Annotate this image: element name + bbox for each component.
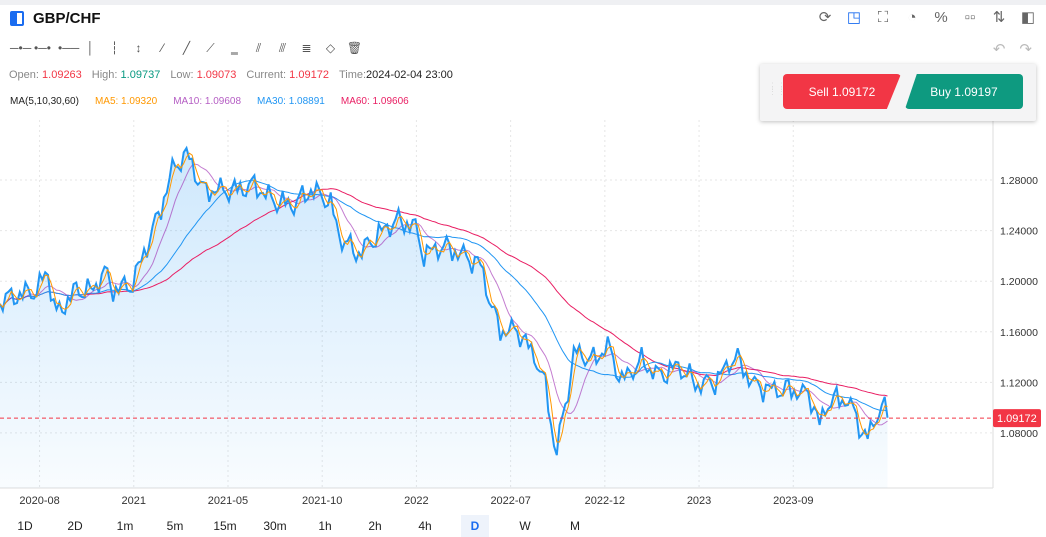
ma-legend: MA(5,10,30,60) MA5: 1.09320 MA10: 1.0960…: [10, 96, 409, 107]
horizontal-ray-icon[interactable]: ─•─: [10, 41, 32, 55]
vertical-ray-icon[interactable]: │: [86, 41, 95, 55]
current-price-label: 1.09172: [997, 413, 1037, 425]
close-area: [0, 148, 888, 488]
x-tick-label: 2021-10: [302, 495, 342, 507]
time-value: 2024-02-04 23:00: [366, 69, 453, 81]
period-selector: 1D 2D 1m 5m 15m 30m 1h 2h 4h D W M: [0, 515, 600, 537]
x-tick-label: 2020-08: [19, 495, 59, 507]
ma-label: MA(5,10,30,60): [10, 96, 79, 107]
grid-layout-icon[interactable]: ▫▫: [964, 9, 976, 26]
ma10-line: [0, 163, 888, 426]
percent-icon[interactable]: %: [934, 9, 948, 26]
ray-icon[interactable]: ⁄: [161, 41, 164, 55]
period-1h[interactable]: 1h: [318, 519, 332, 533]
panel-toggle-icon[interactable]: ◧: [1020, 9, 1036, 26]
x-tick-label: 2021: [122, 495, 146, 507]
pie-chart-icon[interactable]: ◔: [907, 9, 917, 26]
buy-button[interactable]: Buy 1.09197: [905, 74, 1023, 109]
period-30m[interactable]: 30m: [263, 519, 287, 533]
price-line-icon[interactable]: ‗: [231, 41, 238, 55]
y-tick-label: 1.24000: [1000, 226, 1038, 238]
current-info: Current: 1.09172: [246, 69, 329, 81]
high-label: High:: [91, 69, 121, 81]
ma60-value: MA60: 1.09606: [340, 96, 409, 107]
period-2D[interactable]: 2D: [67, 519, 83, 533]
period-M[interactable]: M: [570, 519, 580, 533]
period-15m[interactable]: 15m: [213, 519, 237, 533]
eraser-icon[interactable]: ◇: [325, 41, 336, 55]
top-right-toolbar: ⟳ ◳ ⛶ ◔ % ▫▫ ⇅ ◧: [817, 9, 1036, 27]
period-1m[interactable]: 1m: [116, 519, 134, 533]
straight-line-icon[interactable]: ⟋: [206, 41, 215, 55]
horizontal-line-icon[interactable]: •──: [58, 41, 80, 55]
trash-icon[interactable]: 🗑: [346, 41, 363, 55]
fibonacci-icon[interactable]: ≣: [301, 41, 312, 55]
vertical-line-icon[interactable]: ↕: [135, 41, 142, 55]
time-info: Time:2024-02-04 23:00: [339, 69, 453, 81]
current-price-badge: [993, 409, 1041, 428]
open-label: Open:: [9, 69, 43, 81]
parallel-lines-icon[interactable]: ⫽: [255, 41, 262, 55]
current-label: Current:: [246, 69, 290, 81]
indicator-board-icon[interactable]: ⛶: [877, 9, 889, 26]
open-info: Open: 1.09263: [9, 69, 82, 81]
segment-icon[interactable]: ╱: [182, 41, 191, 55]
drawing-toolbar: ─•─ •─• •── │ ┆ ↕ ⁄ ╱ ⟋ ‗ ⫽ ⫻ ≣ ◇ 🗑: [10, 39, 363, 57]
y-tick-label: 1.16000: [1000, 327, 1038, 339]
sort-icon[interactable]: ⇅: [992, 9, 1006, 26]
period-4h[interactable]: 4h: [418, 519, 432, 533]
y-tick-label: 1.08000: [1000, 428, 1038, 440]
symbol-title: GBP/CHF: [33, 10, 101, 27]
y-tick-label: 1.28000: [1000, 175, 1038, 187]
price-chart[interactable]: 1.28000 1.24000 1.20000 1.16000 1.12000 1.080…: [0, 120, 1046, 515]
period-5m[interactable]: 5m: [166, 519, 184, 533]
ma30-value: MA30: 1.08891: [257, 96, 325, 107]
low-value: 1.09073: [196, 69, 237, 81]
low-label: Low:: [170, 69, 197, 81]
ohlc-info: Open: 1.09263 High: 1.09737 Low: 1.09073…: [9, 69, 453, 81]
redo-icon[interactable]: ↷: [1019, 41, 1032, 58]
trade-panel: ⋮⋮ ⋮⋮ Sell 1.09172 Buy 1.09197: [760, 64, 1036, 121]
refresh-icon[interactable]: ⟳: [818, 9, 832, 26]
period-W[interactable]: W: [519, 519, 531, 533]
sidebar-toggle-icon[interactable]: [10, 11, 24, 26]
top-strip: [0, 0, 1046, 5]
open-value: 1.09263: [42, 69, 82, 81]
symbol-header: GBP/CHF: [10, 10, 101, 27]
period-1D[interactable]: 1D: [17, 519, 33, 533]
ma10-value: MA10: 1.09608: [173, 96, 242, 107]
history-controls: ↶ ↷: [993, 40, 1032, 58]
ma5-value: MA5: 1.09320: [94, 96, 158, 107]
y-tick-label: 1.12000: [1000, 377, 1038, 389]
high-info: High: 1.09737: [92, 69, 161, 81]
x-tick-label: 2023-09: [773, 495, 813, 507]
high-value: 1.09737: [120, 69, 161, 81]
y-tick-label: 1.20000: [1000, 276, 1038, 288]
undo-icon[interactable]: ↶: [992, 41, 1006, 58]
drawing-mode-icon[interactable]: ◳: [846, 9, 862, 26]
low-info: Low: 1.09073: [170, 69, 236, 81]
x-tick-label: 2023: [687, 495, 711, 507]
x-tick-label: 2022-07: [490, 495, 530, 507]
drag-handle-icon[interactable]: ⋮⋮ ⋮⋮: [768, 81, 786, 96]
current-value: 1.09172: [289, 69, 329, 81]
horizontal-segment-icon[interactable]: •─•: [34, 41, 51, 55]
ma5-line: [0, 152, 888, 443]
period-D[interactable]: D: [461, 515, 489, 537]
price-channel-icon[interactable]: ⫻: [278, 41, 287, 55]
time-label: Time:: [338, 69, 367, 81]
x-tick-label: 2021-05: [208, 495, 248, 507]
sell-button[interactable]: Sell 1.09172: [783, 74, 901, 109]
ma30-line: [0, 179, 888, 412]
period-2h[interactable]: 2h: [368, 519, 382, 533]
close-line: [0, 145, 889, 456]
x-tick-label: 2022: [404, 495, 428, 507]
vertical-segment-icon[interactable]: ┆: [110, 41, 119, 55]
x-tick-label: 2022-12: [585, 495, 625, 507]
